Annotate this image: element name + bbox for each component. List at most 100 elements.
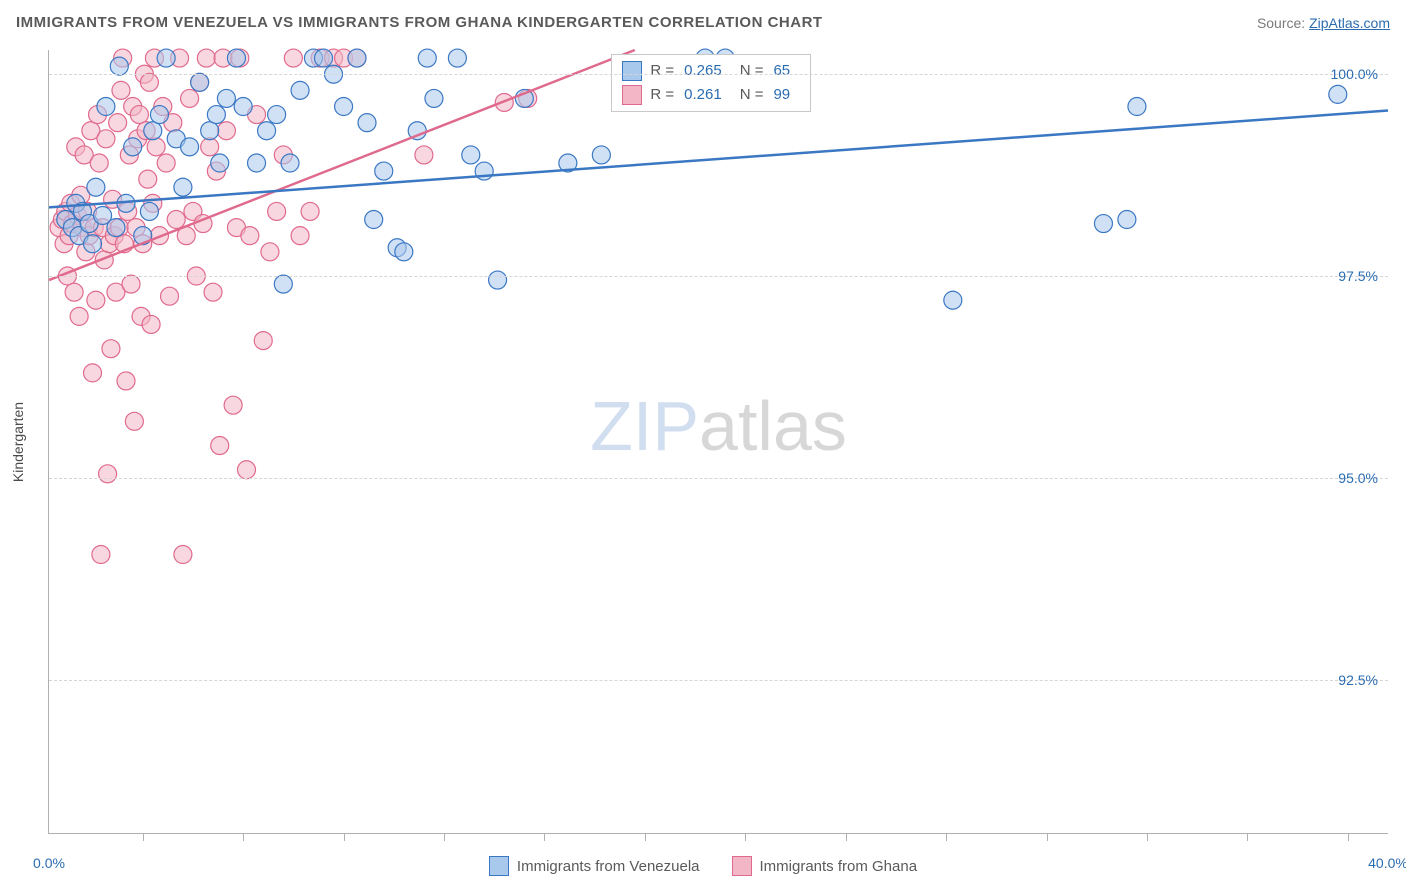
data-point-b [117, 372, 135, 390]
legend-swatch [489, 856, 509, 876]
x-tick [846, 833, 847, 841]
svg-layer [49, 50, 1388, 833]
data-point-b [157, 154, 175, 172]
x-tick [645, 833, 646, 841]
data-point-b [70, 307, 88, 325]
legend-series: Immigrants from VenezuelaImmigrants from… [0, 856, 1406, 876]
data-point-a [248, 154, 266, 172]
legend-n-value: 99 [773, 86, 790, 103]
data-point-b [268, 202, 286, 220]
data-point-a [1118, 211, 1136, 229]
chart-area: Kindergarten ZIPatlas R =0.265N =65R =0.… [48, 50, 1388, 834]
data-point-a [1329, 85, 1347, 103]
data-point-a [268, 106, 286, 124]
data-point-a [124, 138, 142, 156]
trend-line-b [49, 50, 635, 280]
legend-row: R =0.261N =99 [622, 83, 800, 107]
legend-swatch [622, 85, 642, 105]
data-point-b [125, 412, 143, 430]
plot-region: ZIPatlas R =0.265N =65R =0.261N =99 100.… [48, 50, 1388, 834]
data-point-b [65, 283, 83, 301]
data-point-a [207, 106, 225, 124]
y-tick-label: 95.0% [1338, 470, 1378, 486]
data-point-b [261, 243, 279, 261]
legend-n-label: N = [740, 62, 764, 79]
x-tick [143, 833, 144, 841]
y-axis-label: Kindergarten [10, 402, 26, 482]
x-tick [1247, 833, 1248, 841]
chart-title: IMMIGRANTS FROM VENEZUELA VS IMMIGRANTS … [16, 14, 823, 31]
data-point-b [147, 138, 165, 156]
y-tick-label: 100.0% [1331, 66, 1378, 82]
x-tick [1348, 833, 1349, 841]
data-point-b [254, 332, 272, 350]
data-point-a [227, 49, 245, 67]
data-point-b [102, 340, 120, 358]
x-tick [745, 833, 746, 841]
data-point-b [139, 170, 157, 188]
source-link[interactable]: ZipAtlas.com [1309, 15, 1390, 31]
legend-swatch [622, 61, 642, 81]
data-point-a [489, 271, 507, 289]
data-point-b [181, 89, 199, 107]
data-point-b [415, 146, 433, 164]
data-point-a [462, 146, 480, 164]
legend-item: Immigrants from Venezuela [489, 856, 700, 876]
data-point-a [448, 49, 466, 67]
y-tick-label: 92.5% [1338, 672, 1378, 688]
gridline [49, 276, 1388, 277]
data-point-a [107, 219, 125, 237]
source-prefix: Source: [1257, 15, 1309, 31]
x-tick [946, 833, 947, 841]
data-point-a [84, 235, 102, 253]
data-point-b [112, 81, 130, 99]
data-point-a [425, 89, 443, 107]
data-point-a [1128, 98, 1146, 116]
data-point-a [150, 106, 168, 124]
data-point-a [234, 98, 252, 116]
data-point-b [174, 546, 192, 564]
data-point-b [142, 315, 160, 333]
data-point-a [140, 202, 158, 220]
data-point-a [274, 275, 292, 293]
gridline [49, 74, 1388, 75]
data-point-a [157, 49, 175, 67]
data-point-a [191, 73, 209, 91]
data-point-b [130, 106, 148, 124]
data-point-b [99, 465, 117, 483]
data-point-b [224, 396, 242, 414]
data-point-a [348, 49, 366, 67]
data-point-b [238, 461, 256, 479]
data-point-a [97, 98, 115, 116]
data-point-a [291, 81, 309, 99]
data-point-b [284, 49, 302, 67]
legend-n-value: 65 [773, 62, 790, 79]
data-point-a [217, 89, 235, 107]
x-tick [243, 833, 244, 841]
legend-n-label: N = [740, 86, 764, 103]
data-point-b [140, 73, 158, 91]
data-point-a [358, 114, 376, 132]
data-point-b [90, 154, 108, 172]
source-credit: Source: ZipAtlas.com [1257, 15, 1390, 31]
legend-r-value: 0.261 [684, 86, 722, 103]
data-point-b [241, 227, 259, 245]
legend-r-label: R = [650, 62, 674, 79]
data-point-b [217, 122, 235, 140]
data-point-b [92, 546, 110, 564]
data-point-b [161, 287, 179, 305]
data-point-a [201, 122, 219, 140]
data-point-a [418, 49, 436, 67]
data-point-b [109, 114, 127, 132]
data-point-b [87, 291, 105, 309]
x-tick [1047, 833, 1048, 841]
data-point-b [201, 138, 219, 156]
data-point-b [291, 227, 309, 245]
x-tick [444, 833, 445, 841]
data-point-a [314, 49, 332, 67]
data-point-a [1094, 215, 1112, 233]
data-point-b [84, 364, 102, 382]
data-point-a [174, 178, 192, 196]
data-point-b [167, 211, 185, 229]
data-point-b [301, 202, 319, 220]
